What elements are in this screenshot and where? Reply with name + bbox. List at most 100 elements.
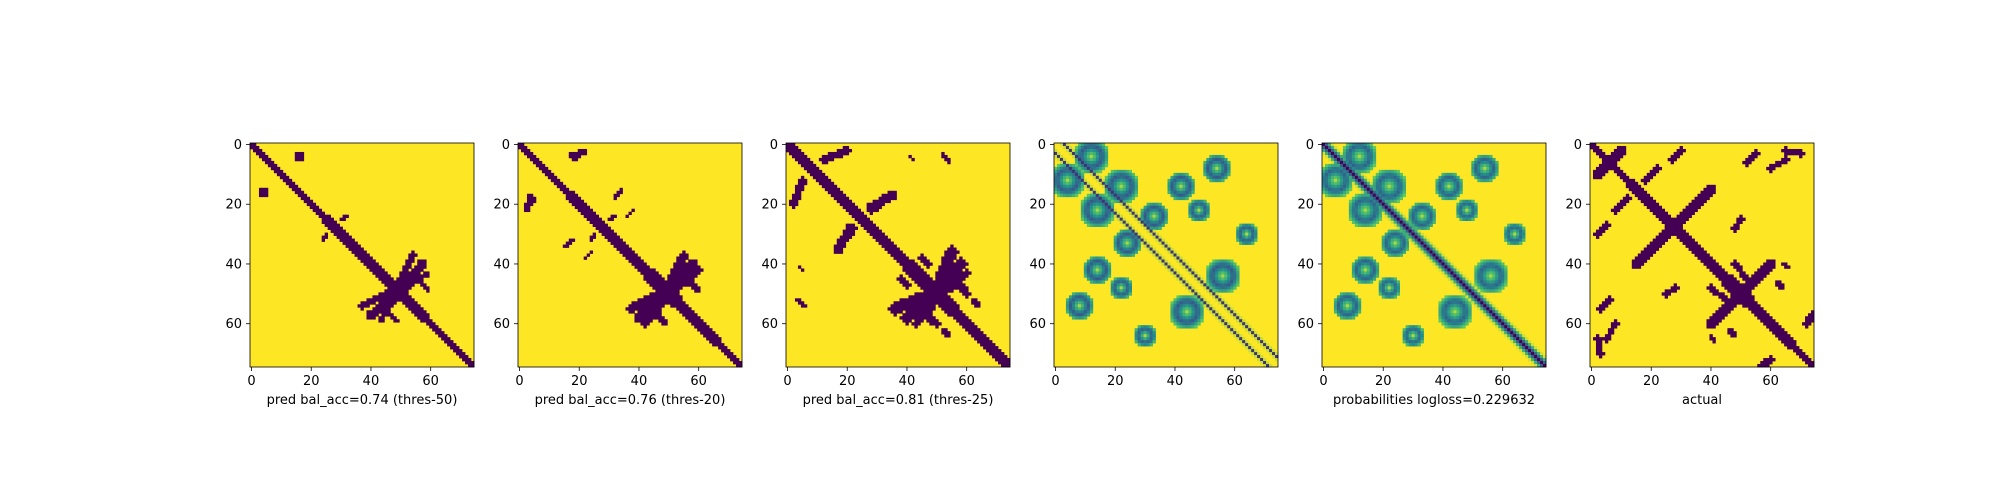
heatmap-cell [327, 226, 331, 230]
heatmap-cell [1200, 310, 1204, 314]
heatmap-cell [1239, 229, 1243, 233]
heatmap-cell [408, 265, 412, 269]
heatmap-cell [1330, 193, 1335, 198]
heatmap-cell [1363, 175, 1368, 180]
heatmap-cell [1140, 331, 1144, 335]
heatmap-cell [1363, 157, 1368, 162]
heatmap-cell [1266, 361, 1270, 365]
heatmap-cell [1336, 175, 1341, 180]
heatmap-cell [1456, 295, 1460, 299]
heatmap-cell [1215, 277, 1219, 281]
heatmap-cell [1155, 205, 1159, 210]
heatmap-cell [1456, 202, 1460, 207]
heatmap-cell [1357, 274, 1362, 278]
heatmap-cell [1357, 145, 1362, 150]
heatmap-cell [1248, 328, 1252, 332]
heatmap-cell [1378, 202, 1383, 207]
heatmap-cell [381, 316, 385, 320]
heatmap-cell [1125, 238, 1130, 242]
heatmap-cell [532, 154, 537, 159]
heatmap-cell [655, 289, 659, 293]
heatmap-cell [935, 298, 939, 302]
heatmap-cell [920, 253, 924, 257]
heatmap-cell [1354, 295, 1359, 299]
heatmap-cell [1089, 268, 1094, 272]
heatmap-cell [363, 250, 367, 254]
heatmap-cell [1224, 286, 1228, 290]
heatmap-cell [842, 205, 847, 210]
heatmap-cell [1378, 286, 1383, 290]
heatmap-cell [390, 295, 394, 299]
heatmap-cell [1173, 316, 1177, 320]
heatmap-cell [1384, 214, 1389, 219]
heatmap-cell [950, 244, 954, 248]
heatmap-cell [1004, 355, 1008, 359]
heatmap-cell [1224, 289, 1228, 293]
heatmap-cell [917, 316, 921, 320]
heatmap-cell [306, 202, 311, 207]
heatmap-cell [926, 301, 930, 305]
heatmap-cell [902, 319, 906, 323]
heatmap-cell [1372, 190, 1377, 195]
heatmap-cell [1471, 205, 1475, 210]
heatmap-cell [947, 247, 951, 251]
heatmap-cell [848, 199, 853, 204]
heatmap-cell [643, 301, 647, 305]
heatmap-cell [1167, 247, 1171, 251]
heatmap-cell [595, 220, 599, 224]
heatmap-cell [1083, 169, 1088, 174]
heatmap-cell [1098, 143, 1103, 147]
heatmap-cell [1399, 223, 1403, 227]
heatmap-background [1054, 143, 1278, 367]
heatmap-cell [1107, 202, 1112, 207]
heatmap-cell [1360, 280, 1365, 284]
heatmap-cell [628, 307, 632, 311]
heatmap-cell [1236, 319, 1240, 323]
heatmap-cell [1504, 232, 1508, 236]
heatmap-cell [390, 286, 394, 290]
heatmap-cell [1363, 268, 1368, 272]
heatmap-cell [1459, 202, 1463, 207]
heatmap-cell [1056, 163, 1061, 168]
heatmap-cell [1125, 202, 1130, 207]
heatmap-cell [1239, 340, 1243, 344]
heatmap-cell [405, 301, 409, 305]
heatmap-cell [1206, 307, 1210, 311]
heatmap-cell [411, 301, 415, 305]
heatmap-cell [685, 283, 689, 287]
heatmap-cell [1092, 199, 1097, 204]
heatmap-cell [1179, 319, 1183, 323]
heatmap-cell [1122, 235, 1127, 239]
heatmap-cell [378, 268, 382, 272]
heatmap-cell [863, 220, 867, 224]
heatmap-cell [1372, 175, 1377, 180]
heatmap-cell [851, 214, 856, 219]
heatmap-cell [616, 241, 620, 245]
heatmap-cell [1092, 280, 1097, 284]
heatmap-cell [797, 187, 802, 192]
heatmap-cell [1212, 277, 1216, 281]
heatmap-cell [420, 268, 424, 272]
heatmap-cell [682, 268, 686, 272]
heatmap-cell [1369, 154, 1374, 159]
heatmap-cell [887, 241, 891, 245]
heatmap-cell [658, 286, 662, 290]
heatmap-cell [824, 160, 829, 165]
heatmap-cell [679, 280, 683, 284]
heatmap-cell [1101, 220, 1106, 224]
heatmap-cell [1459, 205, 1463, 210]
heatmap-cell [432, 325, 436, 329]
heatmap-cell [1363, 187, 1368, 192]
heatmap-cell [1122, 280, 1127, 284]
heatmap-cell [691, 316, 695, 320]
heatmap-cell [1462, 301, 1466, 305]
heatmap-cell [366, 253, 370, 257]
heatmap-cell [1113, 184, 1118, 189]
heatmap-cell [1342, 163, 1347, 168]
heatmap-cell [1007, 361, 1011, 365]
heatmap-cell [944, 256, 948, 260]
heatmap-cell [1071, 304, 1076, 308]
heatmap-cell [688, 274, 692, 278]
heatmap-cell [1369, 277, 1374, 281]
heatmap-cell [956, 259, 960, 263]
